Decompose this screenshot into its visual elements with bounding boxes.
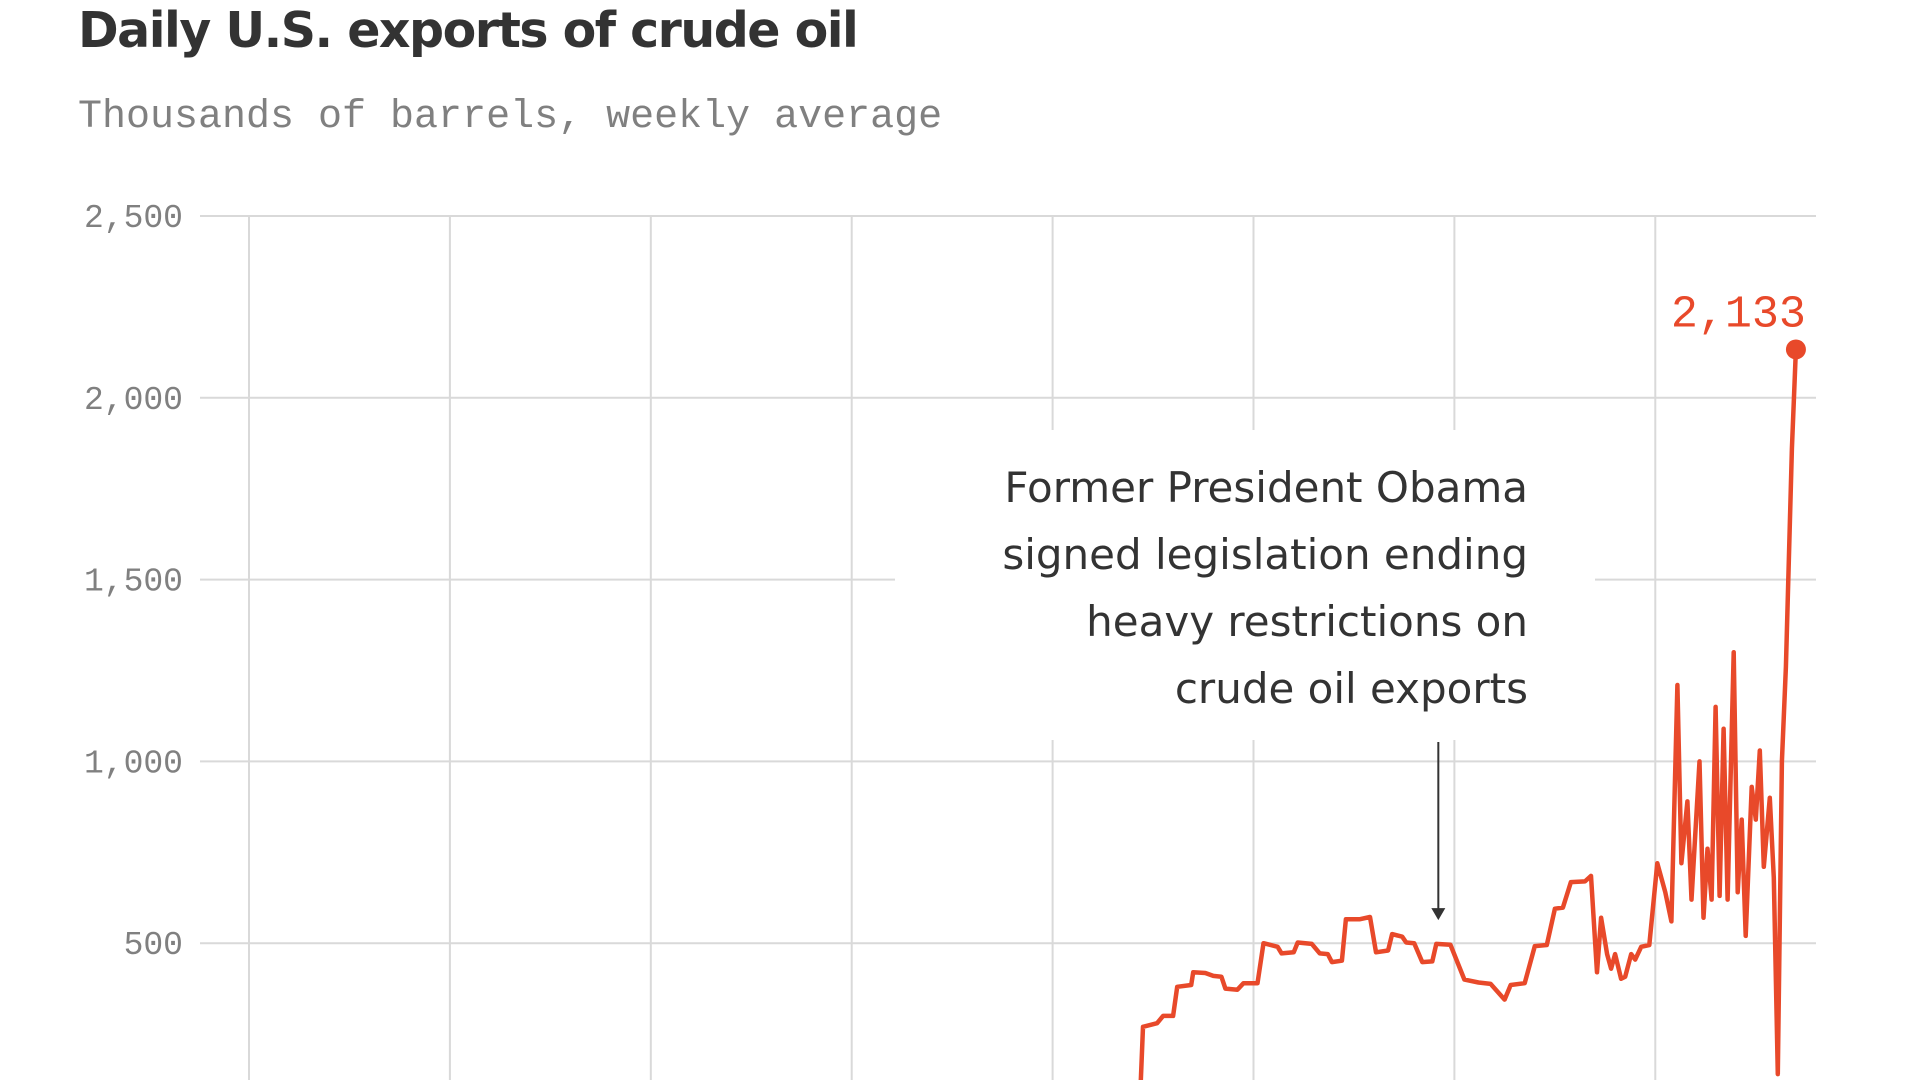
annotation-text-line: Former President Obama — [1004, 463, 1528, 512]
series-line — [1138, 347, 1799, 1080]
y-tick-label: 1,000 — [84, 745, 183, 782]
y-tick-label: 500 — [124, 927, 183, 964]
annotation-arrow-head — [1431, 908, 1446, 921]
annotation-text-line: crude oil exports — [1175, 664, 1528, 713]
chart-subtitle: Thousands of barrels, weekly average — [78, 95, 943, 140]
annotation-background — [895, 430, 1595, 740]
chart-title: Daily U.S. exports of crude oil — [78, 2, 859, 59]
last-value-label: 2,133 — [1671, 289, 1806, 340]
annotation-text-line: heavy restrictions on — [1086, 597, 1528, 646]
y-tick-label: 2,500 — [84, 200, 183, 237]
last-value-dot — [1785, 339, 1806, 360]
y-tick-label: 2,000 — [84, 382, 183, 419]
annotation-text-line: signed legislation ending — [1002, 530, 1528, 579]
y-tick-label: 1,500 — [84, 564, 183, 601]
